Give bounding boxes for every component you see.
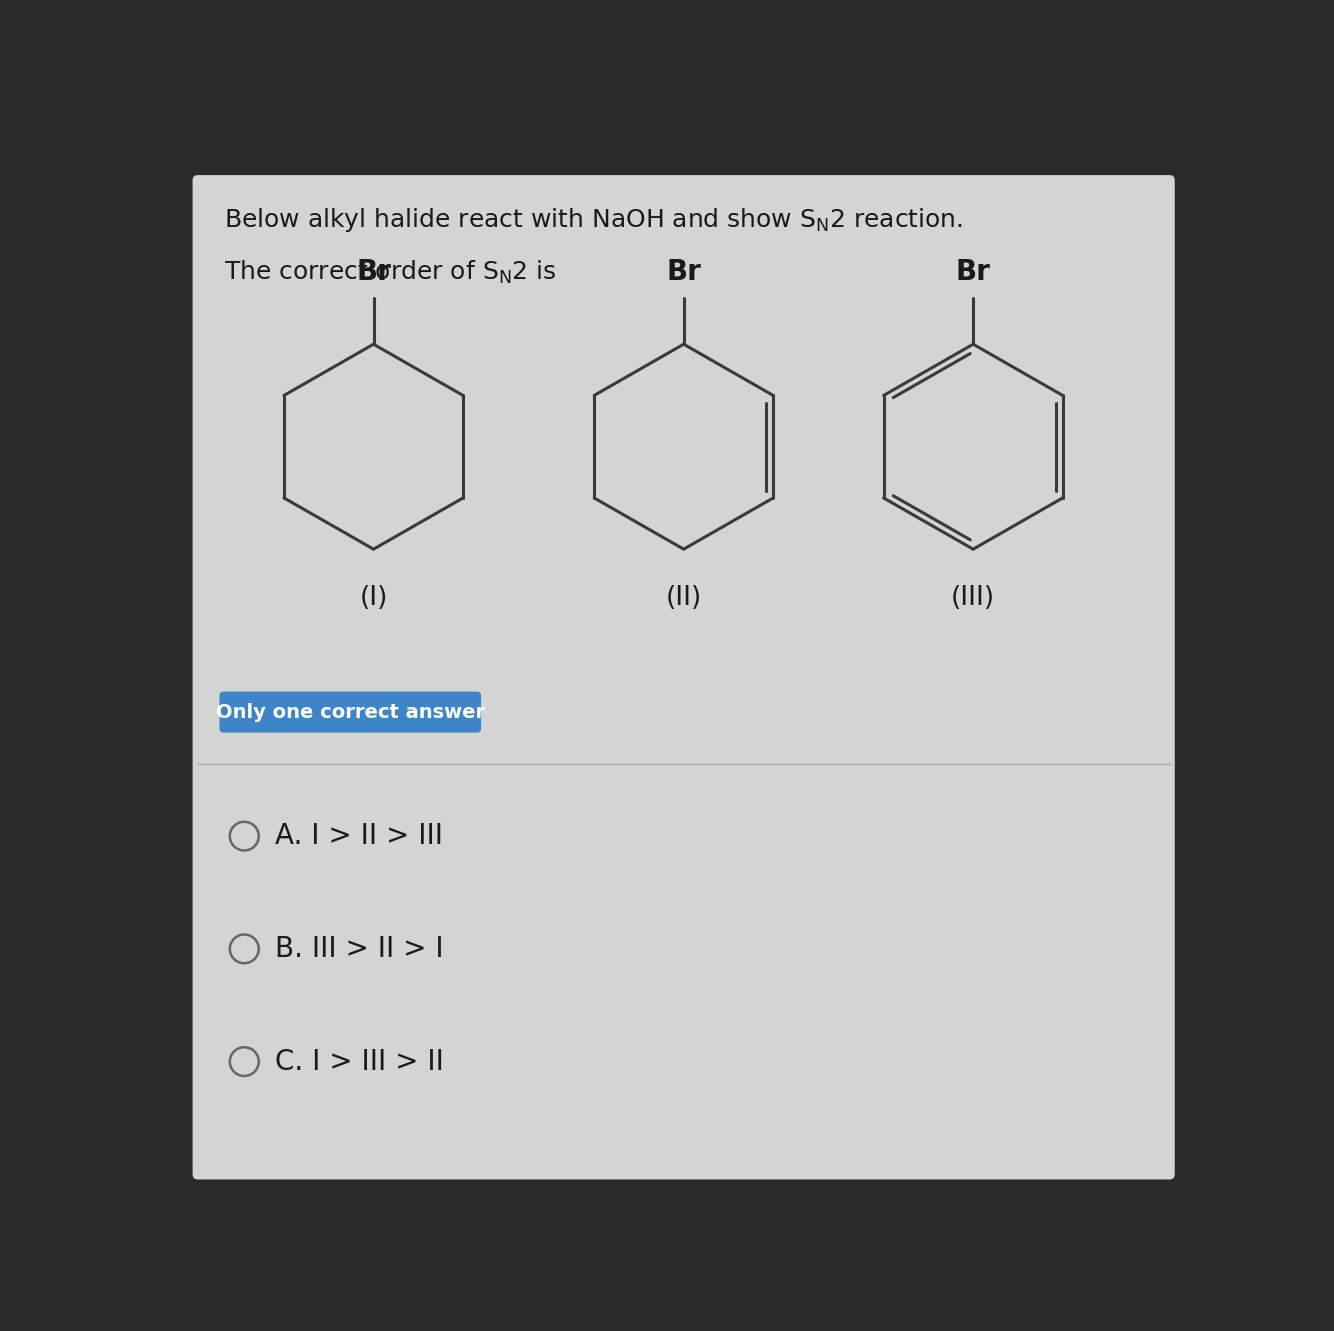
Text: Only one correct answer: Only one correct answer	[216, 703, 484, 721]
Text: The correct order of S$_\mathrm{N}$2 is: The correct order of S$_\mathrm{N}$2 is	[224, 260, 556, 286]
Text: (I): (I)	[359, 586, 388, 611]
Text: Below alkyl halide react with NaOH and show S$_\mathrm{N}$2 reaction.: Below alkyl halide react with NaOH and s…	[224, 206, 963, 234]
Text: Br: Br	[356, 258, 391, 286]
Text: A. I > II > III: A. I > II > III	[275, 823, 443, 851]
Text: Br: Br	[955, 258, 991, 286]
Text: C. I > III > II: C. I > III > II	[275, 1047, 444, 1075]
Text: B. III > II > I: B. III > II > I	[275, 934, 444, 962]
Text: (III): (III)	[951, 586, 995, 611]
FancyBboxPatch shape	[220, 692, 482, 732]
FancyBboxPatch shape	[192, 176, 1175, 1179]
Text: Br: Br	[666, 258, 702, 286]
Text: (II): (II)	[666, 586, 702, 611]
